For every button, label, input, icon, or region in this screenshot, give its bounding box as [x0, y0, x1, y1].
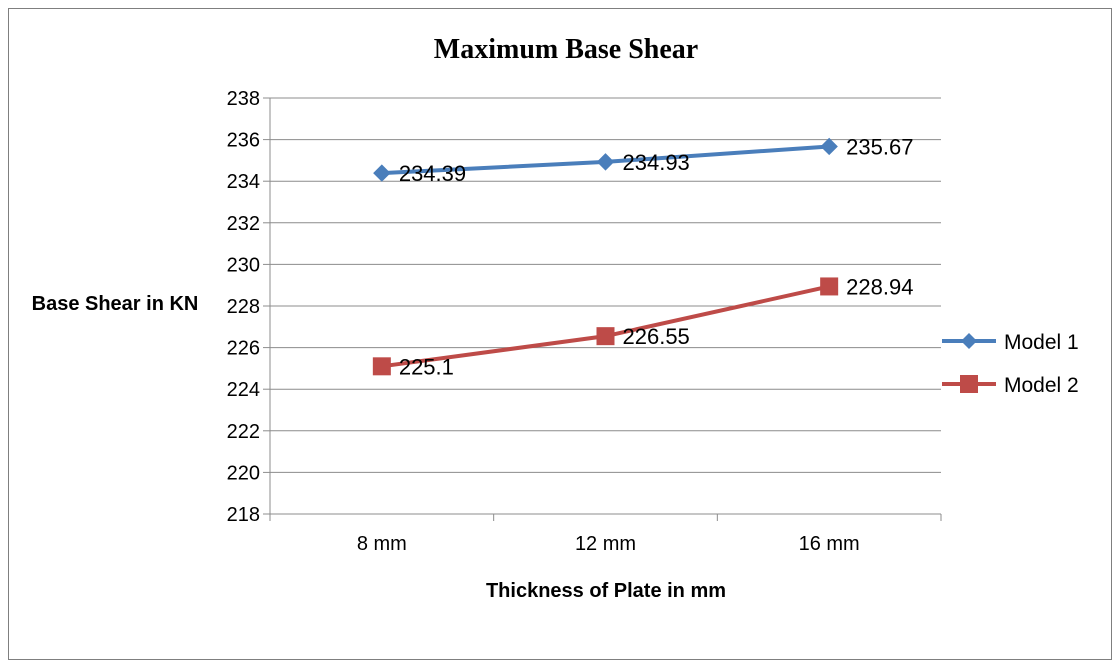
data-label: 235.67 — [846, 134, 913, 159]
x-tick-label: 8 mm — [357, 533, 407, 555]
data-label: 234.93 — [623, 150, 690, 175]
y-tick-label: 228 — [227, 296, 260, 318]
series-group: 234.39 234.93 235.67 225.1 226.55 228.94 — [372, 134, 913, 379]
data-point — [373, 164, 391, 182]
legend-marker — [960, 375, 978, 393]
chart-title: Maximum Base Shear — [434, 34, 698, 65]
y-ticks: 218 220 222 224 226 228 230 232 234 236 238 — [227, 88, 260, 526]
legend-marker — [961, 333, 977, 349]
x-tick-label: 16 mm — [799, 533, 860, 555]
y-tick-label: 222 — [227, 421, 260, 443]
y-tick-label: 224 — [227, 379, 260, 401]
y-tick-label: 218 — [227, 504, 260, 526]
y-tick-label: 220 — [227, 462, 260, 484]
data-label: 234.39 — [399, 161, 466, 186]
data-point — [820, 277, 839, 296]
data-point — [596, 327, 615, 346]
x-axis-title: Thickness of Plate in mm — [486, 580, 726, 602]
y-tick-label: 226 — [227, 338, 260, 360]
legend-label: Model 1 — [1004, 331, 1079, 354]
data-point — [596, 153, 615, 171]
axes — [263, 97, 942, 521]
legend: Model 1 Model 2 — [942, 331, 1079, 397]
y-axis-title: Base Shear in KN — [32, 293, 199, 315]
legend-label: Model 2 — [1004, 374, 1079, 397]
chart-frame — [8, 8, 1112, 660]
data-label: 225.1 — [399, 354, 454, 379]
data-point — [820, 137, 838, 156]
x-ticks: 8 mm 12 mm 16 mm — [357, 533, 860, 555]
y-tick-label: 230 — [227, 254, 260, 276]
x-tick-label: 12 mm — [575, 533, 636, 555]
y-tick-label: 234 — [227, 171, 260, 193]
data-point — [372, 357, 391, 376]
y-tick-label: 232 — [227, 213, 260, 235]
y-tick-label: 238 — [227, 88, 260, 110]
y-tick-label: 236 — [227, 130, 260, 152]
data-label: 226.55 — [623, 324, 690, 349]
data-label: 228.94 — [846, 274, 913, 299]
